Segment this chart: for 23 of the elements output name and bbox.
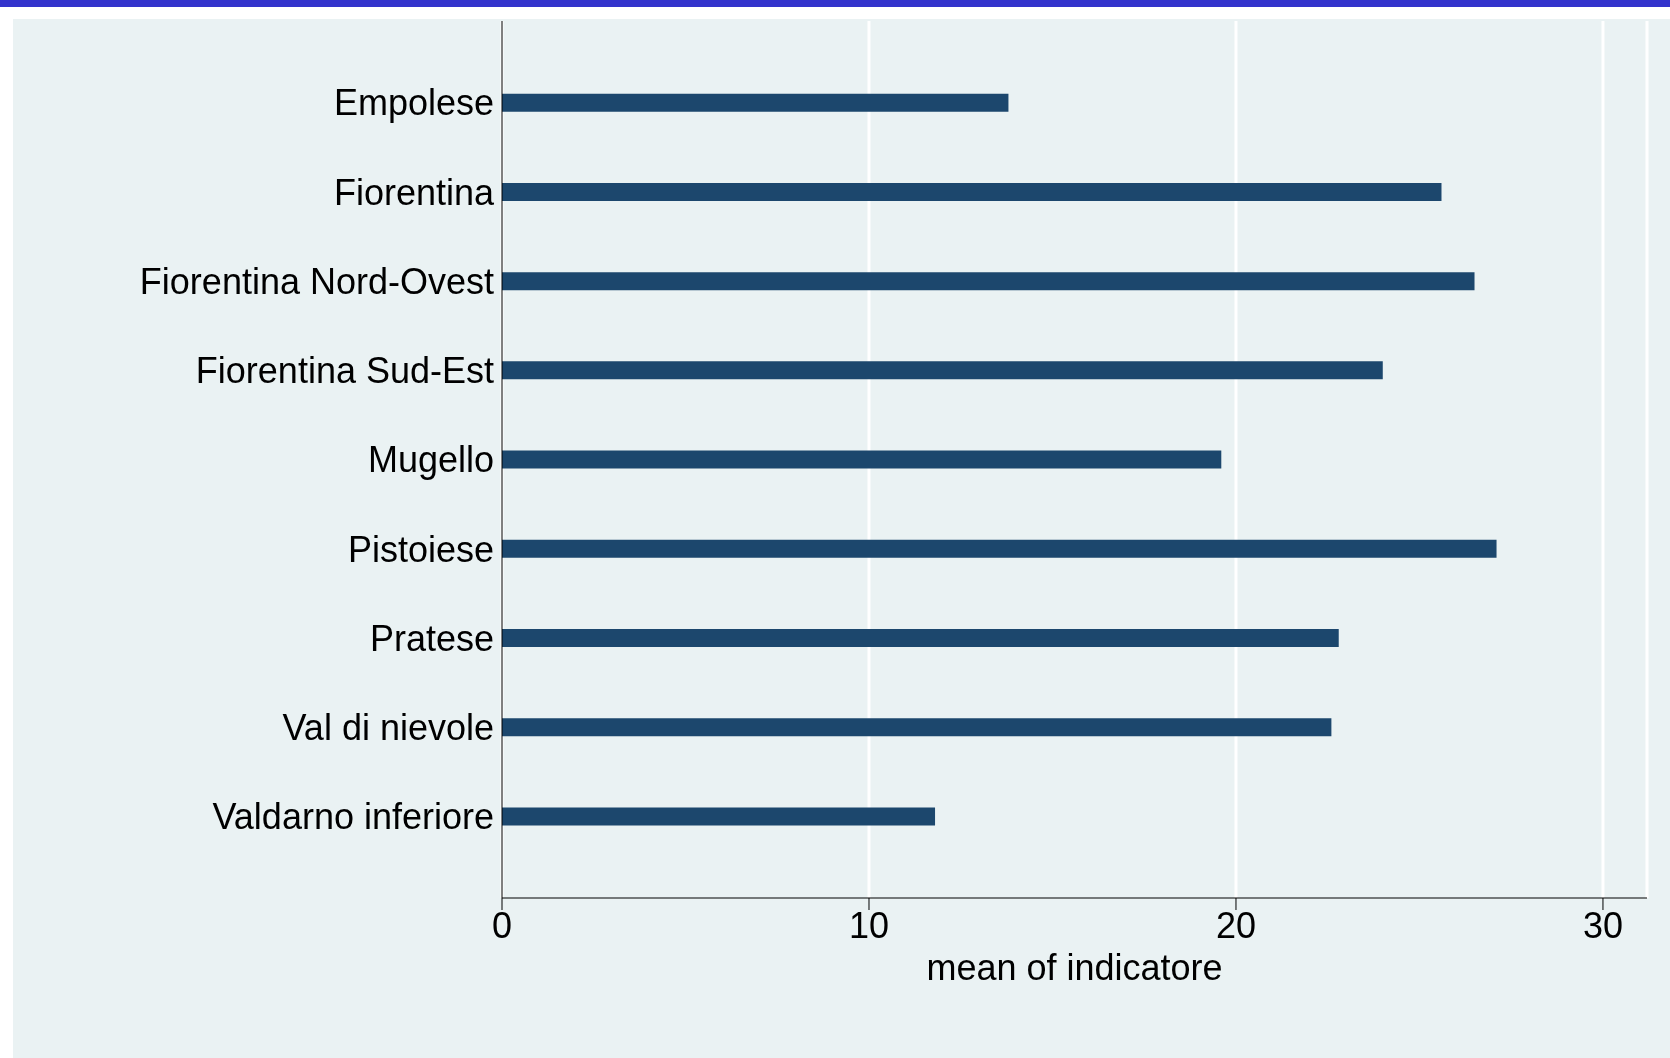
y-tick-label: Mugello bbox=[367, 439, 494, 481]
x-tick-label: 30 bbox=[1582, 904, 1623, 946]
bar bbox=[502, 807, 936, 826]
bar bbox=[502, 361, 1383, 380]
bar bbox=[502, 450, 1222, 469]
y-tick-label: Pratese bbox=[369, 617, 494, 659]
y-tick-label: Valdarno inferiore bbox=[212, 796, 494, 838]
bar bbox=[502, 718, 1332, 737]
x-tick-label: 10 bbox=[848, 904, 890, 946]
x-axis-title: mean of indicatore bbox=[926, 947, 1223, 988]
y-tick-label: Pistoiese bbox=[347, 528, 494, 570]
y-tick-label: Empolese bbox=[333, 82, 494, 124]
bar bbox=[502, 629, 1339, 648]
bar bbox=[502, 182, 1442, 201]
y-tick-label: Fiorentina Nord-Ovest bbox=[139, 260, 494, 302]
y-tick-label: Fiorentina bbox=[333, 171, 495, 213]
x-tick-label: 20 bbox=[1215, 904, 1256, 946]
bar bbox=[502, 272, 1475, 291]
x-tick-label: 0 bbox=[491, 904, 513, 946]
y-tick-label: Fiorentina Sud-Est bbox=[195, 350, 494, 392]
y-tick-label: Val di nievole bbox=[282, 706, 494, 748]
bar bbox=[502, 539, 1497, 558]
bar bbox=[502, 93, 1009, 112]
